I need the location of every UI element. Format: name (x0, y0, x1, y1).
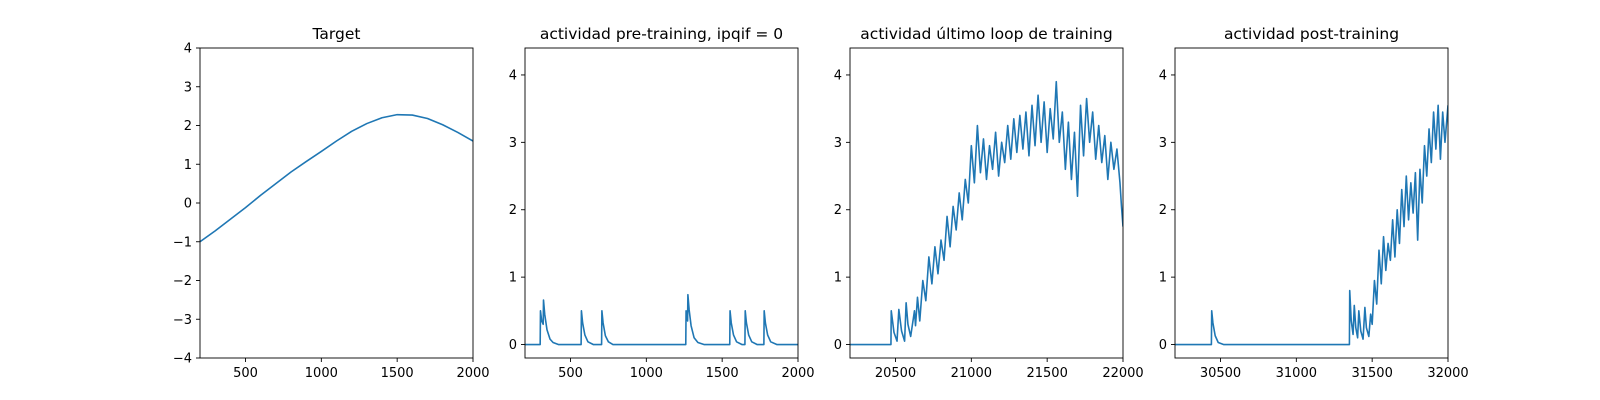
x-tick-label: 31000 (1276, 366, 1317, 381)
y-tick-label: 4 (509, 68, 517, 83)
y-tick-label: 0 (184, 197, 192, 212)
y-tick-label: 2 (834, 203, 842, 218)
x-tick-label: 21000 (951, 366, 992, 381)
y-tick-label: −2 (173, 274, 192, 289)
axes-frame (199, 47, 474, 359)
x-tick-label: 20500 (875, 366, 916, 381)
y-tick-label: 3 (509, 136, 517, 151)
x-tick-label: 2000 (781, 366, 814, 381)
chart-title: actividad post-training (1224, 25, 1399, 43)
chart-title: actividad último loop de training (860, 25, 1112, 43)
axes-frame (1174, 47, 1449, 359)
series-line-1 (1175, 104, 1448, 346)
x-tick-label: 1000 (305, 366, 338, 381)
y-tick-label: −1 (173, 235, 192, 250)
chart-panel-2: 500 1000 1500 2000 0 1 2 3 4 actividad pre-traini… (509, 25, 815, 381)
x-tick-label: 32000 (1427, 366, 1468, 381)
chart-panel-3: 20500 21000 21500 22000 0 1 2 3 4 actividad últim… (834, 25, 1144, 381)
chart-title: actividad pre-training, ipqif = 0 (540, 25, 783, 43)
chart-title: Target (312, 25, 361, 43)
y-tick-label: 1 (184, 158, 192, 173)
y-tick-label: 4 (1159, 68, 1167, 83)
x-tick-label: 1000 (630, 366, 663, 381)
y-tick-label: 3 (834, 136, 842, 151)
x-tick-label: 31500 (1351, 366, 1392, 381)
chart-panel-1: 500 1000 1500 2000 −4 −3 −2 −1 0 1 2 3 4 Target (173, 25, 490, 381)
x-tick-label: 1500 (706, 366, 739, 381)
y-tick-label: 1 (1159, 271, 1167, 286)
y-tick-label: −4 (173, 352, 192, 367)
x-tick-label: 21500 (1026, 366, 1067, 381)
y-tick-label: 3 (1159, 136, 1167, 151)
chart-panel-4: 30500 31000 31500 32000 0 1 2 3 4 actividad post-… (1159, 25, 1469, 381)
axes-frame (524, 47, 799, 359)
x-tick-label: 22000 (1102, 366, 1143, 381)
y-tick-label: 0 (1159, 338, 1167, 353)
series-line-1 (525, 293, 798, 346)
y-tick-label: 0 (834, 338, 842, 353)
series-line-1 (850, 80, 1123, 346)
y-tick-label: 4 (834, 68, 842, 83)
x-tick-label: 500 (233, 366, 258, 381)
series-line-1 (200, 113, 473, 243)
y-tick-label: 0 (509, 338, 517, 353)
y-tick-label: 1 (509, 271, 517, 286)
y-tick-label: 3 (184, 80, 192, 95)
y-tick-label: 2 (184, 119, 192, 134)
y-tick-label: 2 (1159, 203, 1167, 218)
x-tick-label: 30500 (1200, 366, 1241, 381)
y-tick-label: −3 (173, 313, 192, 328)
x-tick-label: 500 (558, 366, 583, 381)
x-tick-label: 1500 (381, 366, 414, 381)
y-tick-label: 1 (834, 271, 842, 286)
x-tick-label: 2000 (456, 366, 489, 381)
axes-frame (849, 47, 1124, 359)
y-tick-label: 4 (184, 42, 192, 57)
y-tick-label: 2 (509, 203, 517, 218)
